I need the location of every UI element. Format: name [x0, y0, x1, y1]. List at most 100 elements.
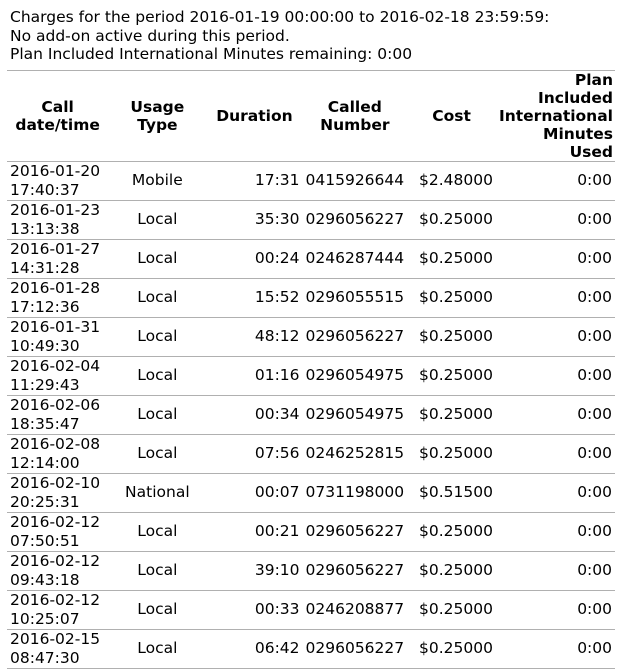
table-row: 2016-02-04 11:29:43 Local 01:16 0296054975 $0… — [7, 356, 615, 396]
cell-usage-type: Local — [108, 356, 207, 396]
cell-called-number: 0731198000 — [302, 473, 408, 513]
cell-called-number: 0415926644 — [302, 161, 408, 201]
cell-called-number: 0296054975 — [302, 356, 408, 396]
cell-usage-type: Local — [108, 278, 207, 318]
cell-intl-minutes-used: 0:00 — [495, 512, 615, 552]
cell-called-number: 0246208877 — [302, 590, 408, 630]
cell-call-date: 2016-01-27 — [10, 240, 101, 258]
cell-call-date: 2016-02-06 — [10, 396, 101, 414]
cell-cost: $0.25000 — [407, 317, 496, 357]
header-usage-type-line2: Type — [137, 115, 178, 134]
cell-cost: $0.25000 — [407, 512, 496, 552]
cell-call-date: 2016-02-10 — [10, 474, 101, 492]
table-row: 2016-02-10 20:25:31 National 00:07 073119800… — [7, 473, 615, 513]
table-row: 2016-02-06 18:35:47 Local 00:34 0296054975 $0… — [7, 395, 615, 435]
header-usage-type: Usage Type — [108, 69, 207, 162]
cell-called-number: 0296056227 — [302, 317, 408, 357]
cell-intl-minutes-used: 0:00 — [495, 317, 615, 357]
cell-call-date: 2016-02-12 — [10, 552, 101, 570]
header-called-number-line1: Called — [327, 97, 382, 116]
cell-cost: $0.25000 — [407, 551, 496, 591]
cell-call-date: 2016-02-08 — [10, 435, 101, 453]
cell-cost: $0.25000 — [407, 278, 496, 318]
cell-usage-type: Local — [108, 629, 207, 669]
cell-call-time: 17:40:37 — [10, 180, 80, 199]
cell-duration: 00:24 — [206, 239, 303, 279]
header-call-datetime: Call date/time — [7, 69, 109, 162]
cell-call-date: 2016-01-28 — [10, 279, 101, 297]
cell-duration: 06:42 — [206, 629, 303, 669]
cell-call-time: 08:47:30 — [10, 648, 80, 667]
cell-call-date: 2016-02-15 — [10, 630, 101, 648]
cell-intl-minutes-used: 0:00 — [495, 551, 615, 591]
cell-duration: 17:31 — [206, 161, 303, 201]
cell-called-number: 0296056227 — [302, 551, 408, 591]
cell-intl-minutes-used: 0:00 — [495, 629, 615, 669]
cell-called-number: 0296055515 — [302, 278, 408, 318]
cell-duration: 35:30 — [206, 200, 303, 240]
cell-called-number: 0246287444 — [302, 239, 408, 279]
header-intl-line2: International — [498, 106, 613, 125]
table-row: 2016-02-12 10:25:07 Local 00:33 0246208877 $0… — [7, 590, 615, 630]
charges-period-text: Charges for the period 2016-01-19 00:00:… — [10, 8, 550, 26]
table-row: 2016-01-31 10:49:30 Local 48:12 0296056227 $0… — [7, 317, 615, 357]
cell-duration: 39:10 — [206, 551, 303, 591]
table-row: 2016-02-15 08:47:30 Local 06:42 0296056227 $0… — [7, 629, 615, 669]
cell-call-datetime: 2016-02-12 09:43:18 — [7, 551, 109, 591]
header-intl-line3: Minutes Used — [543, 124, 613, 161]
cell-call-time: 18:35:47 — [10, 414, 80, 433]
cell-usage-type: Local — [108, 551, 207, 591]
cell-call-time: 09:43:18 — [10, 570, 80, 589]
cell-cost: $0.25000 — [407, 590, 496, 630]
cell-intl-minutes-used: 0:00 — [495, 161, 615, 201]
addon-status-text: No add-on active during this period. — [10, 26, 290, 45]
cell-cost: $0.25000 — [407, 239, 496, 279]
cell-call-date: 2016-02-12 — [10, 513, 101, 531]
table-header: Call date/time Usage Type Duration Calle… — [7, 69, 615, 162]
cell-called-number: 0296056227 — [302, 629, 408, 669]
cell-intl-minutes-used: 0:00 — [495, 395, 615, 435]
cell-intl-minutes-used: 0:00 — [495, 473, 615, 513]
cell-called-number: 0296056227 — [302, 200, 408, 240]
cell-call-date: 2016-02-04 — [10, 357, 101, 375]
table-row: 2016-02-12 09:43:18 Local 39:10 0296056227 $0… — [7, 551, 615, 591]
cell-called-number: 0296056227 — [302, 512, 408, 552]
cell-call-datetime: 2016-01-27 14:31:28 — [7, 239, 109, 279]
header-call-datetime-line1: Call — [41, 97, 74, 116]
cell-duration: 00:07 — [206, 473, 303, 513]
cell-call-date: 2016-01-23 — [10, 201, 101, 219]
header-called-number-line2: Number — [320, 115, 390, 134]
cell-call-datetime: 2016-02-15 08:47:30 — [7, 629, 109, 669]
header-usage-type-line1: Usage — [130, 97, 185, 116]
cell-cost: $0.25000 — [407, 200, 496, 240]
billing-summary: Charges for the period 2016-01-19 00:00:… — [0, 0, 637, 64]
cell-call-datetime: 2016-01-23 13:13:38 — [7, 200, 109, 240]
cell-duration: 00:34 — [206, 395, 303, 435]
cell-call-time: 11:29:43 — [10, 375, 80, 394]
cell-cost: $0.25000 — [407, 395, 496, 435]
cell-usage-type: Local — [108, 590, 207, 630]
header-duration: Duration — [206, 69, 303, 162]
cell-usage-type: National — [108, 473, 207, 513]
cell-duration: 00:33 — [206, 590, 303, 630]
cell-call-date: 2016-01-31 — [10, 318, 101, 336]
header-row: Call date/time Usage Type Duration Calle… — [7, 69, 615, 162]
cell-duration: 07:56 — [206, 434, 303, 474]
cell-usage-type: Local — [108, 434, 207, 474]
header-intl-minutes-used: Plan Included International Minutes Used — [495, 69, 615, 162]
cell-call-datetime: 2016-01-28 17:12:36 — [7, 278, 109, 318]
cell-call-datetime: 2016-02-08 12:14:00 — [7, 434, 109, 474]
cell-call-time: 10:25:07 — [10, 609, 80, 628]
cell-usage-type: Local — [108, 512, 207, 552]
cell-intl-minutes-used: 0:00 — [495, 239, 615, 279]
cell-call-datetime: 2016-01-20 17:40:37 — [7, 161, 109, 201]
cell-cost: $0.25000 — [407, 356, 496, 396]
header-cost: Cost — [407, 69, 496, 162]
cell-call-time: 10:49:30 — [10, 336, 80, 355]
cell-call-datetime: 2016-02-12 10:25:07 — [7, 590, 109, 630]
cell-call-time: 17:12:36 — [10, 297, 80, 316]
cell-call-time: 07:50:51 — [10, 531, 80, 550]
cell-usage-type: Local — [108, 395, 207, 435]
cell-call-time: 14:31:28 — [10, 258, 80, 277]
table-row: 2016-02-08 12:14:00 Local 07:56 0246252815 $0… — [7, 434, 615, 474]
